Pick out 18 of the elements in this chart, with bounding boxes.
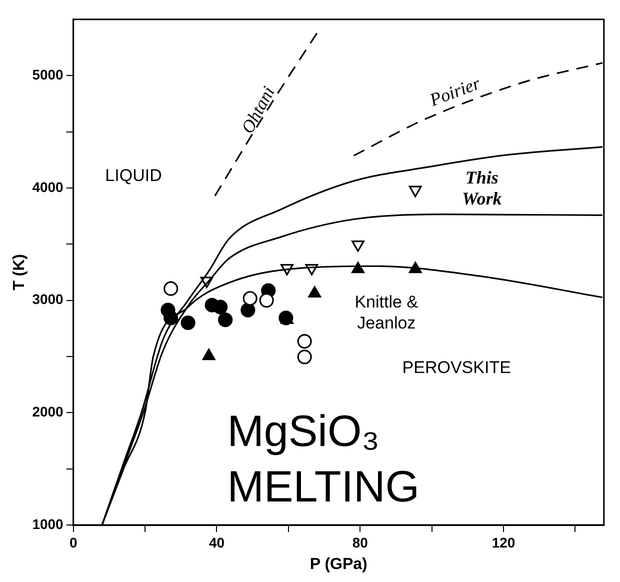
annotation: Poirier (426, 72, 484, 110)
annotation: MELTING (227, 462, 420, 512)
y-tick-label: 3000 (32, 291, 64, 308)
x-tick-label: 80 (352, 534, 368, 550)
y-axis-title: T (K) (11, 254, 28, 290)
annotation: LIQUID (105, 166, 162, 185)
y-tick-label: 5000 (32, 66, 64, 82)
y-tick-label: 4000 (32, 178, 64, 195)
annotation: Knittle & Jeanloz (354, 292, 419, 332)
x-tick-label: 120 (492, 534, 516, 550)
y-tick-label: 2000 (32, 404, 64, 420)
annotation: PEROVSKITE (402, 358, 511, 377)
annotation: This Work (462, 167, 502, 208)
x-tick-label: 40 (208, 534, 225, 550)
x-axis-title: P (GPa) (310, 556, 368, 573)
x-tick-label: 0 (69, 534, 78, 550)
annotation: MgSiO₃ (227, 407, 380, 456)
y-tick-label: 1000 (32, 516, 64, 532)
